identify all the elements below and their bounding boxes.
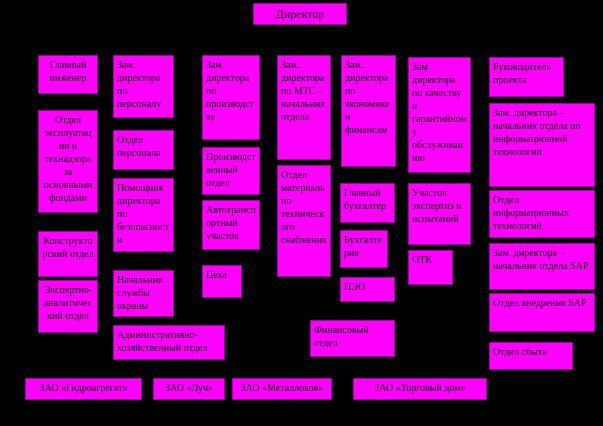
box-project-manager: Руководитель проекта — [489, 57, 564, 97]
box-motor-transport-section: Автотранспортный участок — [202, 200, 260, 250]
box-operations-supervision-dept: Отдел эксплуатации и технадзора за основ… — [38, 110, 98, 213]
box-finance-dept: Финансовый отдел — [310, 320, 395, 357]
box-sap-implementation-dept: Отдел внедрения SAP — [489, 293, 595, 332]
box-zao-luch: ЗАО «Луч» — [153, 378, 225, 400]
box-zao-gidroagregat: ЗАО «Гидроагрегат» — [25, 378, 142, 400]
box-director: Директор — [253, 3, 347, 25]
box-sales-dept: Отдел сбыта — [489, 342, 573, 370]
box-zao-metallokov: ЗАО «Металлоков» — [232, 378, 332, 400]
box-expertise-testing-section: Участок экспертиз и испытаний — [408, 183, 471, 245]
box-security-assistant: Помощник директора по безопасности — [113, 178, 174, 252]
box-otk-dept: ОТК — [408, 250, 453, 285]
box-expert-analytical-dept: Экспертно-аналитический отдел — [38, 280, 98, 333]
box-chief-engineer: Главный инженер — [38, 55, 98, 94]
box-it-dept: Отдел информационных технологий — [489, 190, 595, 238]
box-workshops: Цеха — [202, 265, 242, 298]
box-supply-dept: Отдел материально-технического снабжения — [277, 165, 331, 277]
box-accounting-dept: Бухгалтерия — [340, 230, 388, 268]
box-zao-torgovy-dom: ЗАО «Торговый дом» — [353, 378, 487, 400]
box-production-dept: Производственный отдел — [202, 147, 260, 195]
box-deputy-quality: Зам директора по качеству и гарантийному… — [408, 57, 471, 173]
box-deputy-economics-finance: Зам. директора по экономике и финансам — [341, 55, 396, 167]
box-deputy-personnel: Зам. директора по персоналу — [113, 55, 174, 118]
box-security-service-chief: Начальник службы охраны — [113, 270, 174, 317]
box-deputy-it: Зам. директора - начальник отдела по инф… — [489, 103, 595, 187]
box-deputy-mts: Зам. директора по МТС – начальник отдела — [277, 55, 331, 160]
box-admin-household-dept: Административно-хозяйственный отдел — [113, 325, 225, 360]
box-deputy-production: Зам директора по производству — [202, 55, 260, 140]
box-chief-accountant: Главный бухгалтер — [340, 183, 395, 223]
box-deputy-sap: Зам. директора – начальник отдела SAP — [489, 243, 595, 290]
box-personnel-dept: Отдел персонала — [113, 130, 174, 170]
box-design-dept: Конструкторский отдел — [38, 231, 98, 277]
box-peo-dept: ПЭО — [340, 277, 395, 302]
